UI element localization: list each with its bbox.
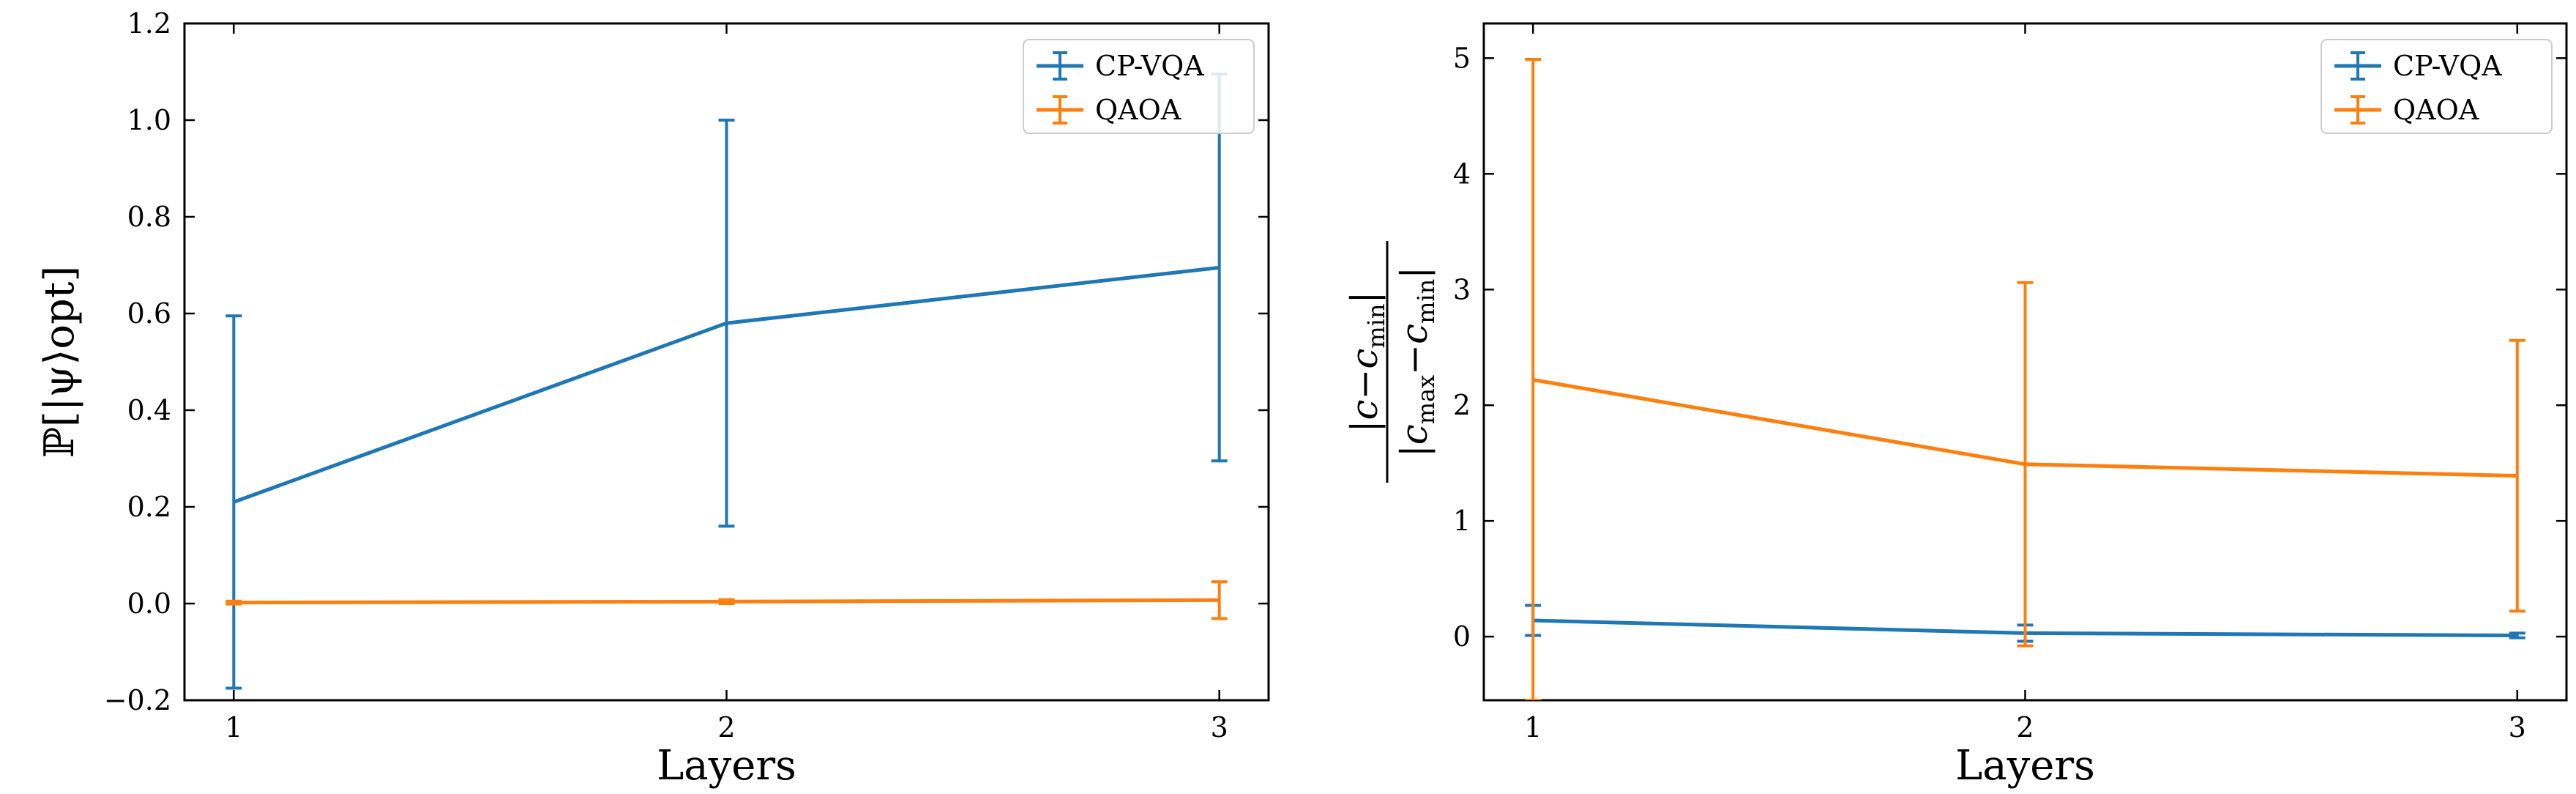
- y-tick-label: 0.8: [127, 201, 171, 233]
- series-group: [1525, 57, 2525, 700]
- y-tick-label: 1.2: [127, 7, 171, 40]
- x-axis-title: Layers: [657, 742, 796, 790]
- y-tick-label: 0: [1453, 620, 1471, 653]
- y-axis-title: |c−cmin| / |cmax−cmin||c−cmin||cmax−cmin…: [1343, 241, 1440, 483]
- legend-label-cp-vqa: CP-VQA: [1095, 50, 1204, 82]
- y-tick-label: 2: [1453, 389, 1471, 421]
- y-tick-label: 1.0: [127, 104, 171, 136]
- x-axis-title: Layers: [1955, 742, 2095, 790]
- y-tick-label: 1: [1453, 505, 1471, 537]
- x-tick-label: 1: [225, 711, 242, 743]
- series-group: [225, 73, 1228, 690]
- x-tick-label: 2: [2016, 711, 2034, 743]
- y-axis-title: ℙ[|ψ⟩opt]: [36, 266, 83, 459]
- y-tick-label: 0.4: [127, 394, 171, 426]
- legend-label-qaoa: QAOA: [1095, 94, 1181, 126]
- x-tick-label: 2: [717, 711, 735, 743]
- y-axis-title-denominator: |cmax−cmin|: [1393, 267, 1440, 457]
- left-chart-panel: −0.2 0.0 0.2 0.4 0.6 0.8 1.0 1.2 1 2 3 Layers CP-VQA…: [36, 7, 1270, 790]
- x-tick-label: 3: [2509, 711, 2526, 743]
- y-tick-label: −0.2: [104, 684, 171, 716]
- y-tick-label: 0.2: [127, 491, 171, 523]
- y-tick-label: 3: [1453, 273, 1471, 305]
- y-tick-label: 0.6: [127, 297, 171, 330]
- y-tick-label: 0.0: [127, 587, 171, 620]
- right-chart-panel: 0 1 2 3 4 5 1 2 3 Layers CP-VQA QAOA |c−cmin| / |cma…: [1343, 22, 2568, 790]
- y-axis-title-numerator: |c−cmin|: [1343, 292, 1390, 433]
- y-tick-label: 5: [1453, 42, 1471, 74]
- x-tick-label: 3: [1211, 711, 1228, 743]
- legend-label-qaoa: QAOA: [2393, 94, 2479, 126]
- legend-label-cp-vqa: CP-VQA: [2393, 50, 2502, 82]
- x-tick-label: 1: [1524, 711, 1542, 743]
- y-tick-label: 4: [1453, 157, 1471, 190]
